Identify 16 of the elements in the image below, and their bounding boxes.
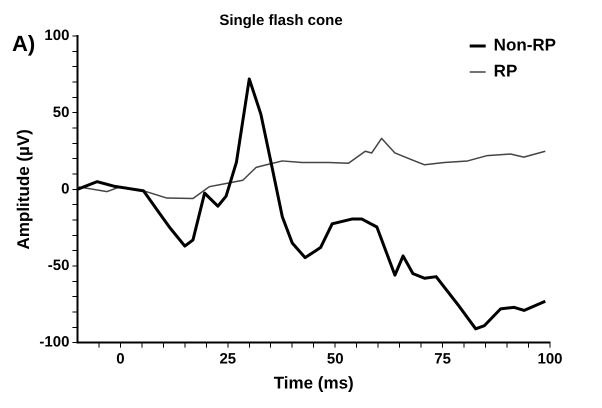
y-tick-label: 0 — [61, 180, 70, 198]
x-tick-label: 25 — [219, 350, 236, 368]
x-tick-label: 75 — [434, 350, 451, 368]
x-tick-label: 100 — [537, 350, 563, 368]
x-axis-title: Time (ms) — [274, 373, 354, 392]
x-tick-label: 0 — [116, 350, 125, 368]
y-tick-label: 100 — [44, 27, 70, 44]
y-tick-label: -100 — [39, 334, 70, 351]
y-tick-label: 50 — [52, 104, 70, 121]
legend-label: RP — [494, 62, 518, 81]
y-tick-label: -50 — [48, 257, 70, 274]
legend-label: Non-RP — [494, 36, 556, 55]
x-tick-label: 50 — [326, 350, 344, 368]
text: A) — [12, 31, 36, 56]
y-axis-title: Amplitude (µV) — [14, 129, 33, 250]
chart-title: Single flash cone — [219, 12, 343, 30]
